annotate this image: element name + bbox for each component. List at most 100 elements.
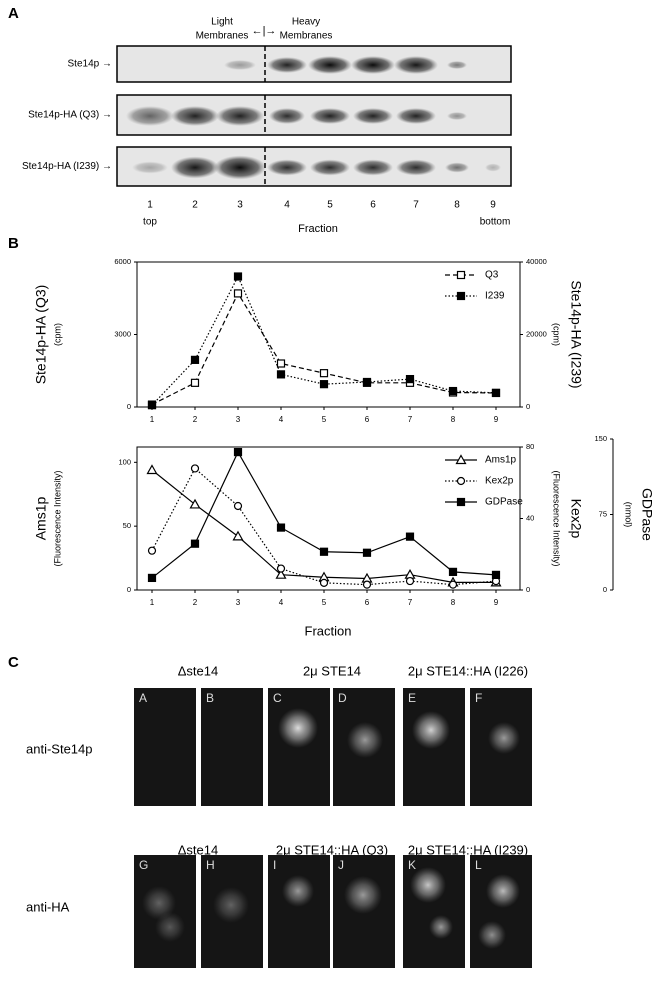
marker [233,447,243,457]
blot-row-label: Ste14p-HA (I239) → [22,161,112,172]
blot-band [308,56,352,74]
blot-band [310,159,350,176]
marker [491,388,501,397]
y-tick-label: 50 [123,521,131,530]
marker [190,464,200,473]
group-title: 2μ STE14::HA (Q3) [276,842,388,857]
series-line [151,450,497,579]
y-axis-unit: (cpm) [552,323,562,346]
legend-label: Q3 [485,270,499,281]
y-axis-title: Kex2p [568,499,584,539]
x-tick-label: 3 [236,415,241,424]
y-axis-unit: (Fluorescence Intensity) [52,470,62,566]
blot-heading: Membranes [196,31,249,42]
y-tick-label: 75 [599,509,607,518]
micrograph-letter: F [475,691,482,705]
marker [319,380,329,389]
marker [190,355,200,364]
blot-row-label: Ste14p → [68,59,112,70]
blot-x-label: Fraction [298,223,338,235]
marker [405,532,415,541]
blot-heading: Membranes [280,31,333,42]
marker [491,570,501,580]
marker [232,530,244,541]
marker [448,386,458,396]
blot-heading: ←|→ [252,25,277,37]
marker [362,580,372,589]
y-axis-title: Ams1p [33,497,49,541]
y-axis-title: Ste14p-HA (Q3) [33,285,49,385]
x-tick-label: 9 [494,598,499,607]
fraction-label: 8 [454,200,460,211]
x-tick-label: 5 [322,598,327,607]
micrograph-letter: E [408,691,416,705]
blot-band [396,159,436,176]
x-tick-label: 4 [279,598,284,607]
micrograph-letter: L [475,858,482,872]
micrograph-letter: A [139,691,147,705]
x-tick-label: 9 [494,415,499,424]
fraction-label: 5 [327,200,333,211]
blot-band [351,56,395,74]
cell [347,722,383,758]
blot-band [267,57,307,73]
legend-label: Kex2p [485,476,514,487]
panel-label: C [8,654,19,671]
fraction-label: 7 [413,200,419,211]
fraction-label: 4 [284,200,290,211]
row-label: anti-HA [26,899,70,914]
cell [278,708,318,748]
x-tick-label: 2 [193,415,198,424]
cell [478,921,506,949]
cell [429,915,453,939]
x-tick-label: 1 [150,598,155,607]
blot-band [171,156,219,179]
marker [190,539,200,548]
panel-label: B [8,235,19,252]
row-label: anti-Ste14p [26,741,93,756]
blot-band [394,56,438,74]
y-tick-label: 0 [526,585,530,594]
blot-end-label: top [143,217,157,228]
fraction-label: 2 [192,200,198,211]
marker [362,377,372,387]
group-title: Δste14 [178,842,219,857]
y-axis-title: Ste14p-HA (I239) [568,280,584,388]
y-tick-label: 80 [526,442,534,451]
marker [233,289,243,298]
x-tick-label: 5 [322,415,327,424]
cell [410,867,446,903]
fraction-label: 6 [370,200,376,211]
x-tick-label: 6 [365,598,370,607]
blot-row-label: Ste14p-HA (Q3) → [28,110,112,121]
cell [486,874,520,908]
group-title: 2μ STE14::HA (I226) [408,663,528,678]
y-axis-unit: (cpm) [52,323,62,346]
marker [276,359,286,368]
blot-band [214,155,266,180]
marker [233,272,243,281]
y-tick-label: 100 [118,457,131,466]
marker [448,580,458,589]
micrograph-letter: D [338,691,347,705]
y-tick-label: 0 [603,585,607,594]
marker [276,370,286,379]
blot-band [216,106,264,126]
blot-band [132,161,168,174]
marker [405,374,415,384]
fraction-label: 3 [237,200,243,211]
micrograph-letter: H [206,858,215,872]
y-tick-label: 20000 [526,329,547,338]
micrograph [201,688,263,806]
blot-band [269,108,305,124]
blot-band [171,106,219,126]
marker [147,546,157,555]
micrograph-letter: C [273,691,282,705]
micrograph-letter: G [139,858,148,872]
marker [319,369,329,378]
series-line [151,467,497,586]
y-tick-label: 6000 [114,257,131,266]
marker [189,498,201,509]
blot-band [126,106,174,126]
